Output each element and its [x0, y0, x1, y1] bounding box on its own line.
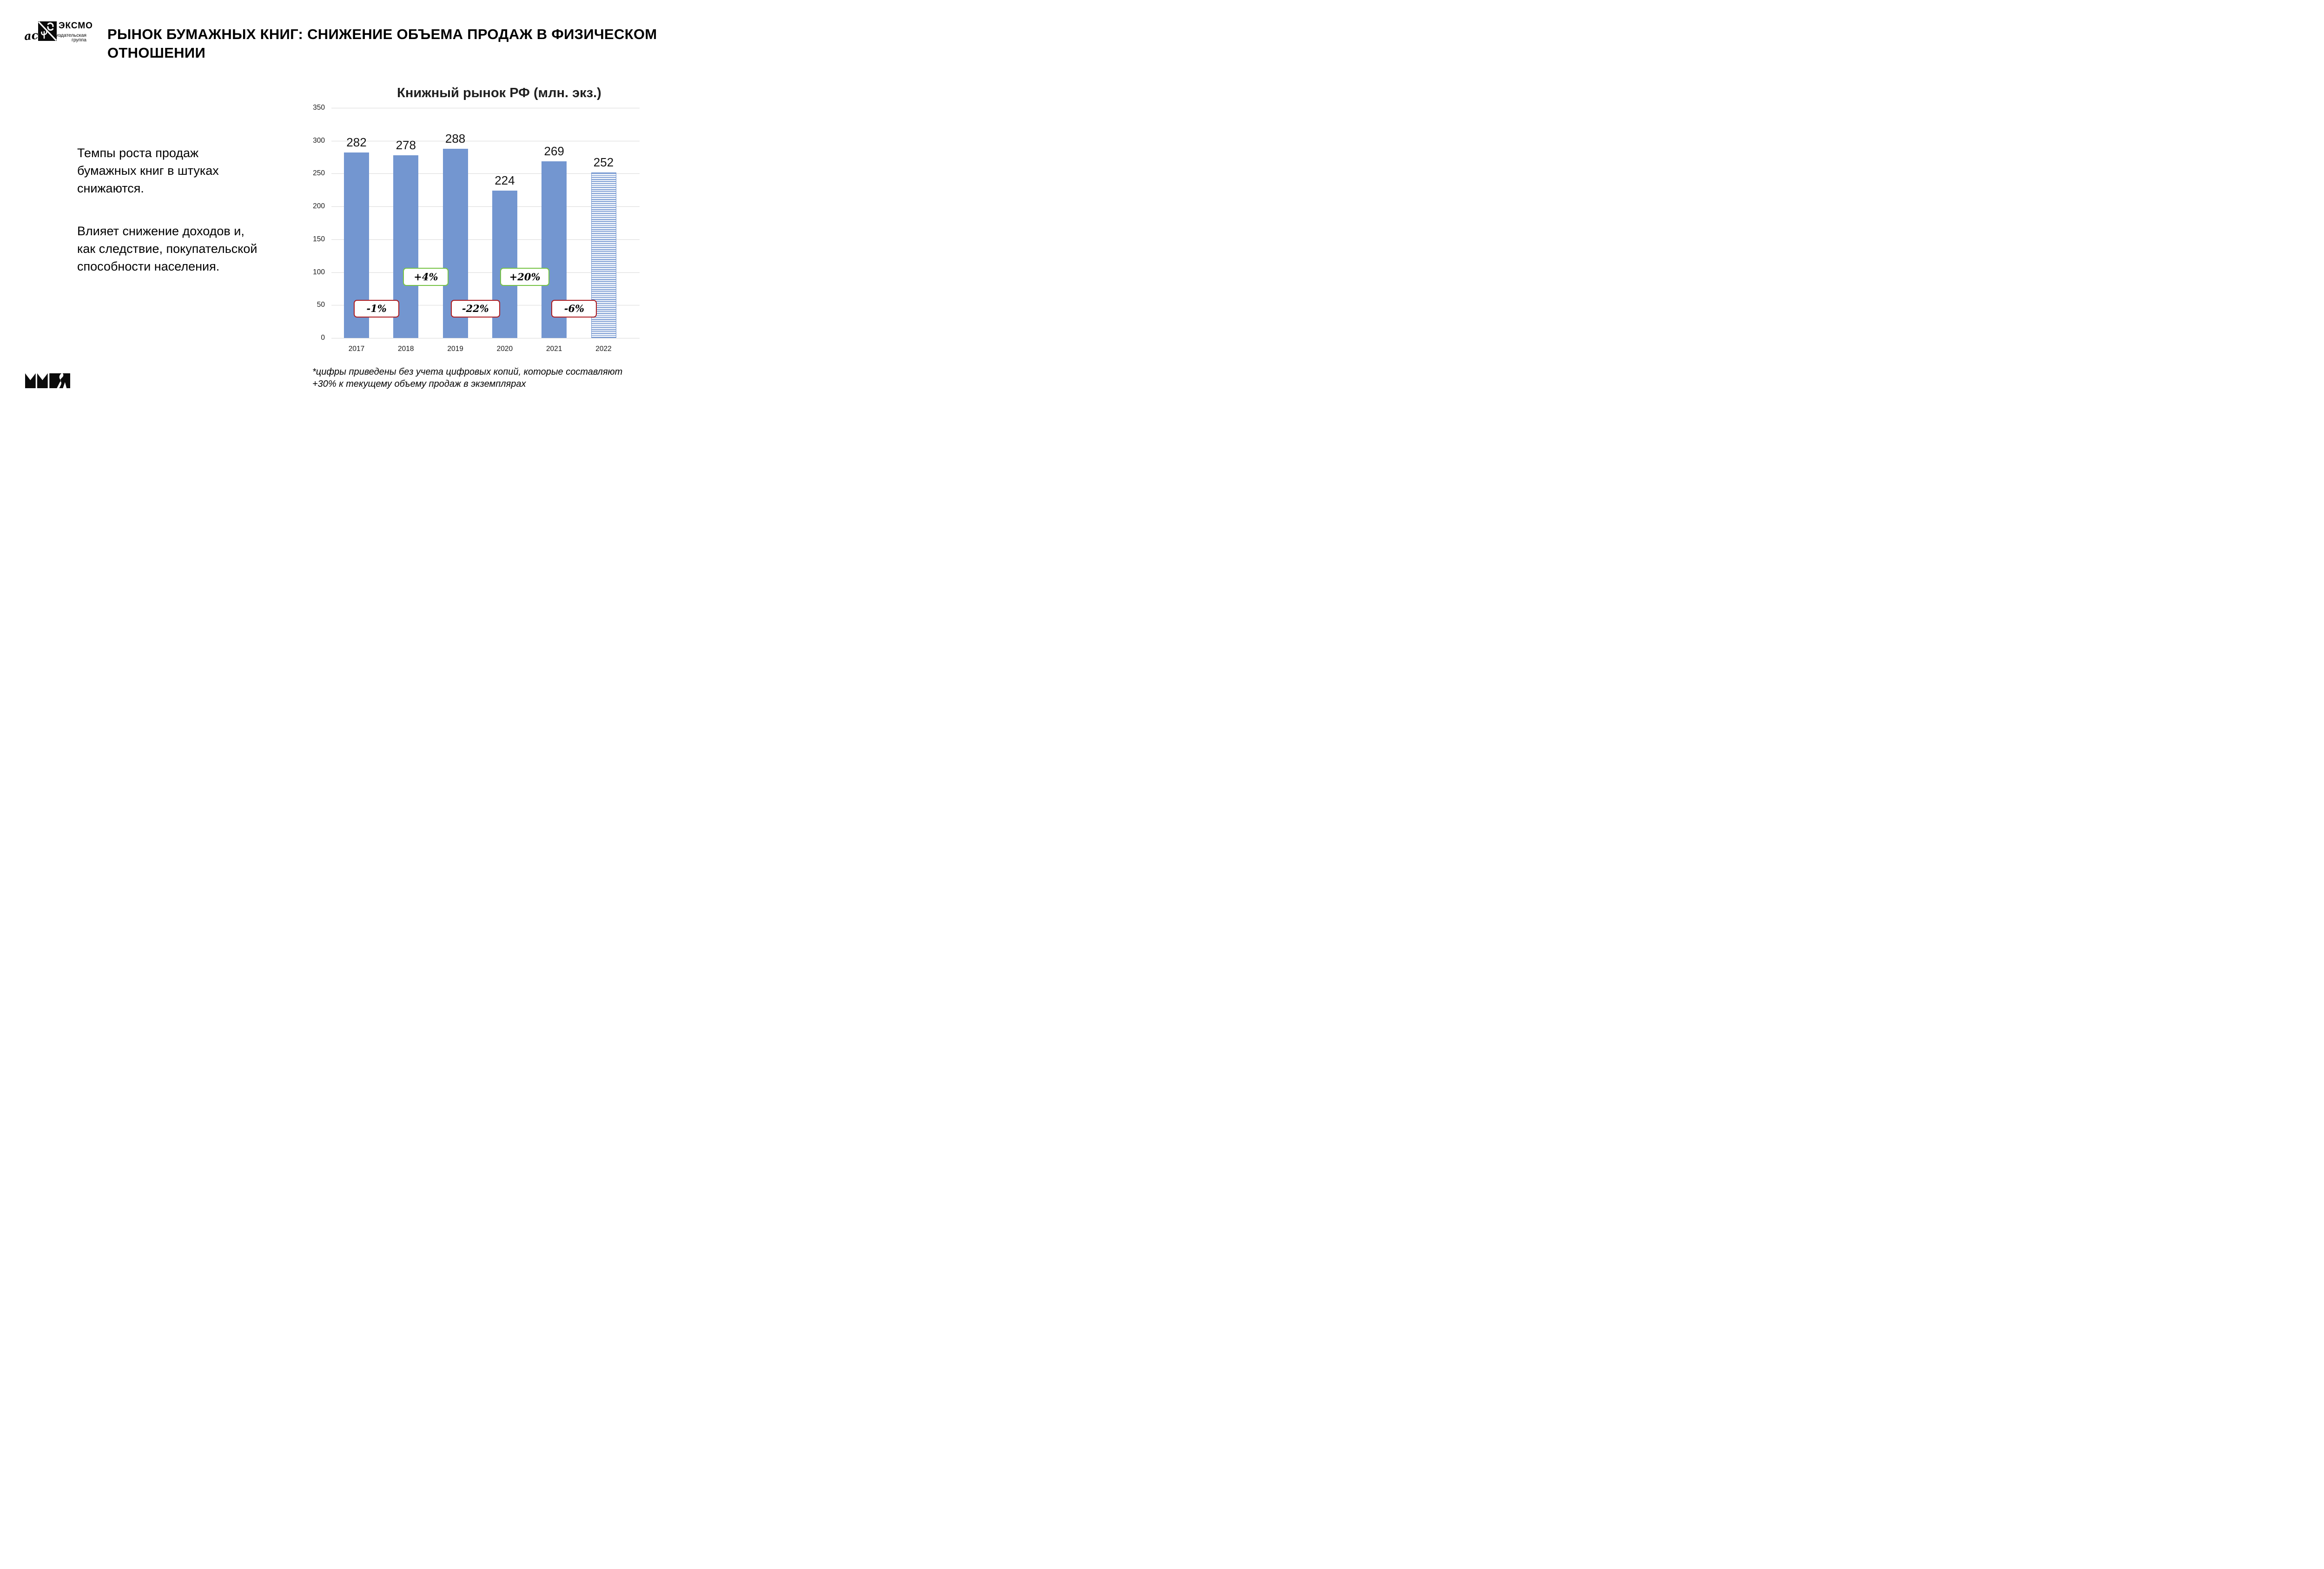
- footnote: *цифры приведены без учета цифровых копи…: [312, 367, 623, 389]
- y-axis-label: 250: [313, 169, 325, 178]
- x-axis-label-2020: 2020: [496, 345, 513, 353]
- gridline-100: [331, 272, 640, 273]
- callout--22%: -22%: [450, 300, 500, 318]
- bar-value-2018: 278: [396, 138, 416, 152]
- callout-+20%: +20%: [500, 268, 550, 286]
- gridline-250: [331, 173, 640, 174]
- bar-value-2022: 252: [593, 155, 614, 169]
- commentary-paragraph-2: Влияет снижение доходов и, как следствие…: [77, 224, 257, 273]
- callout-+4%: +4%: [403, 268, 449, 286]
- y-axis-label: 300: [313, 136, 325, 145]
- x-axis-label-2017: 2017: [348, 345, 365, 353]
- bar-value-2020: 224: [495, 173, 515, 188]
- y-axis-label: 150: [313, 235, 325, 243]
- gridline-200: [331, 206, 640, 207]
- y-axis-label: 0: [321, 334, 325, 342]
- chart-title: Книжный рынок РФ (млн. экз.): [397, 86, 601, 100]
- bar-chart: Книжный рынок РФ (млн. экз.) 0 50 100 150 20…: [0, 0, 729, 410]
- ast-square-logo-icon: [38, 21, 57, 41]
- slide: ас ЭКСМО издательская группа РЫНОК БУМАЖ…: [0, 0, 729, 410]
- mmkya-logo-icon: [25, 373, 70, 388]
- bar-value-2017: 282: [346, 135, 367, 150]
- y-axis-label: 200: [313, 202, 325, 211]
- callout--1%: -1%: [354, 300, 400, 318]
- x-axis-label-2022: 2022: [595, 345, 612, 353]
- bar-value-2021: 269: [544, 144, 564, 158]
- eksmo-logo-text: ЭКСМО: [59, 21, 93, 31]
- commentary-paragraph-1: Темпы роста продаж бумажных книг в штука…: [77, 146, 219, 195]
- x-axis-label-2019: 2019: [447, 345, 463, 353]
- x-axis-label-2018: 2018: [398, 345, 414, 353]
- page-title: РЫНОК БУМАЖНЫХ КНИГ: СНИЖЕНИЕ ОБЪЕМА ПРО…: [107, 26, 657, 61]
- y-axis-label: 100: [313, 268, 325, 276]
- x-axis-label-2021: 2021: [546, 345, 562, 353]
- callout--6%: -6%: [551, 300, 597, 318]
- y-axis-label: 350: [313, 104, 325, 112]
- gridline-150: [331, 239, 640, 240]
- bar-value-2019: 288: [445, 131, 466, 146]
- y-axis-label: 50: [317, 301, 325, 309]
- publishing-group-label: издательская группа: [56, 33, 86, 43]
